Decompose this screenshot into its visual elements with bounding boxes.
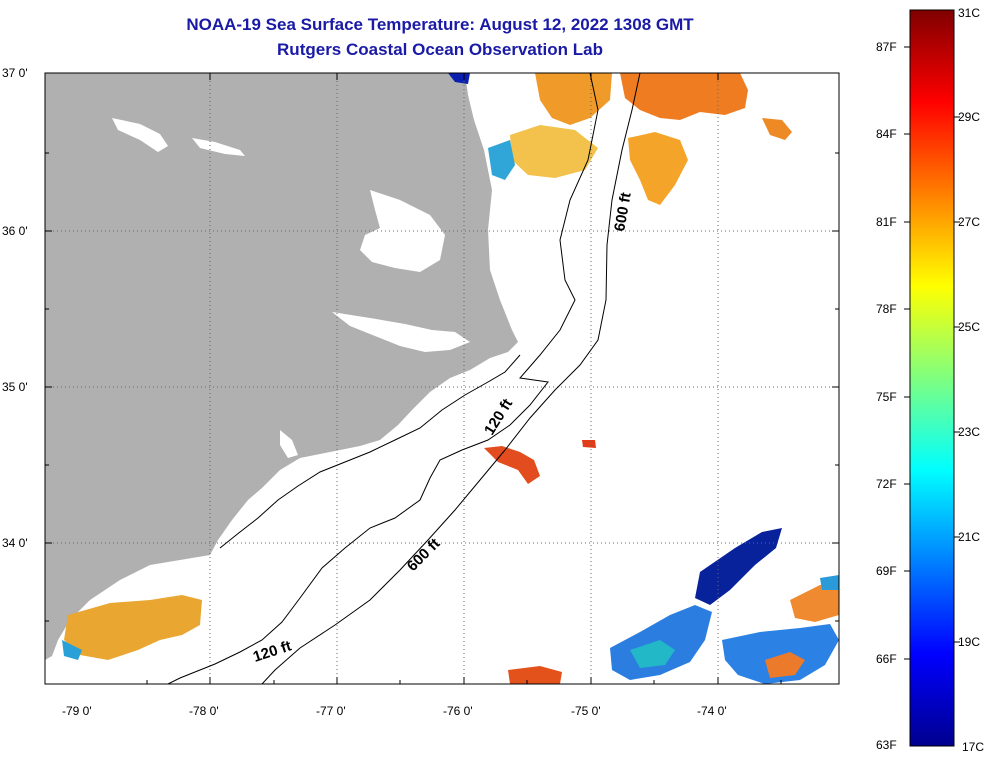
colorbar-label-f: 78F [876, 302, 897, 316]
sst-patch [582, 440, 596, 448]
colorbar-label-c: 21C [958, 530, 981, 544]
colorbar-label-c: 23C [958, 425, 981, 439]
sst-patch [695, 528, 782, 605]
lat-label: 36 0' [2, 224, 28, 238]
sst-patch [722, 624, 839, 684]
sst-patch [762, 118, 792, 140]
colorbar-label-f: 72F [876, 477, 897, 491]
contour-600ft-north [261, 73, 641, 684]
lon-label: -74 0' [697, 704, 727, 718]
colorbar-label-c: 25C [958, 320, 981, 334]
map-frame [44, 72, 840, 685]
sst-patch [488, 140, 515, 180]
graticule [45, 73, 839, 684]
river-water [332, 312, 470, 352]
colorbar-label-f: 87F [876, 40, 897, 54]
sst-patch [820, 575, 839, 590]
colorbar-label-c: 29C [958, 110, 981, 124]
lat-label: 35 0' [2, 380, 28, 394]
lon-label: -76 0' [443, 704, 473, 718]
colorbar-label-f: 63F [876, 738, 897, 752]
colorbar-label-c: 27C [958, 215, 981, 229]
map-subtitle: Rutgers Coastal Ocean Observation Lab [277, 40, 603, 59]
sst-patch [510, 125, 598, 178]
sst-patch [484, 446, 540, 484]
lon-label: -77 0' [316, 704, 346, 718]
colorbar-label-f: 84F [876, 127, 897, 141]
colorbar-label-f: 81F [876, 215, 897, 229]
map-title: NOAA-19 Sea Surface Temperature: August … [186, 15, 694, 34]
contour-120ft [167, 73, 599, 684]
sst-patch [765, 652, 805, 678]
sst-patch [64, 595, 202, 660]
sst-patch [628, 132, 688, 205]
river-water [192, 138, 245, 156]
sst-patch [630, 640, 675, 668]
colorbar [909, 9, 955, 747]
lon-label: -78 0' [189, 704, 219, 718]
colorbar-label-c: 17C [962, 740, 985, 754]
sst-data [62, 73, 839, 684]
sst-patch [620, 73, 748, 120]
coastline-shelf [219, 354, 521, 549]
lon-label: -75 0' [571, 704, 601, 718]
sst-patch [508, 666, 562, 684]
lat-label: 34 0' [2, 536, 28, 550]
colorbar-label-f: 66F [876, 652, 897, 666]
lat-label: 37 0' [2, 66, 28, 80]
colorbar-label-c: 19C [958, 635, 981, 649]
sst-patch [790, 585, 839, 622]
colorbar-label-f: 69F [876, 564, 897, 578]
colorbar-ticks [904, 46, 960, 660]
sst-patch [62, 640, 82, 660]
river-water [112, 118, 168, 152]
contour-label-600ft: 600 ft [611, 191, 635, 233]
colorbar-label-c: 31C [958, 6, 981, 20]
river-water [280, 430, 298, 458]
lon-label: -79 0' [62, 704, 92, 718]
axis-ticks [45, 73, 839, 684]
colorbar-label-f: 75F [876, 390, 897, 404]
sound-water [360, 190, 445, 272]
